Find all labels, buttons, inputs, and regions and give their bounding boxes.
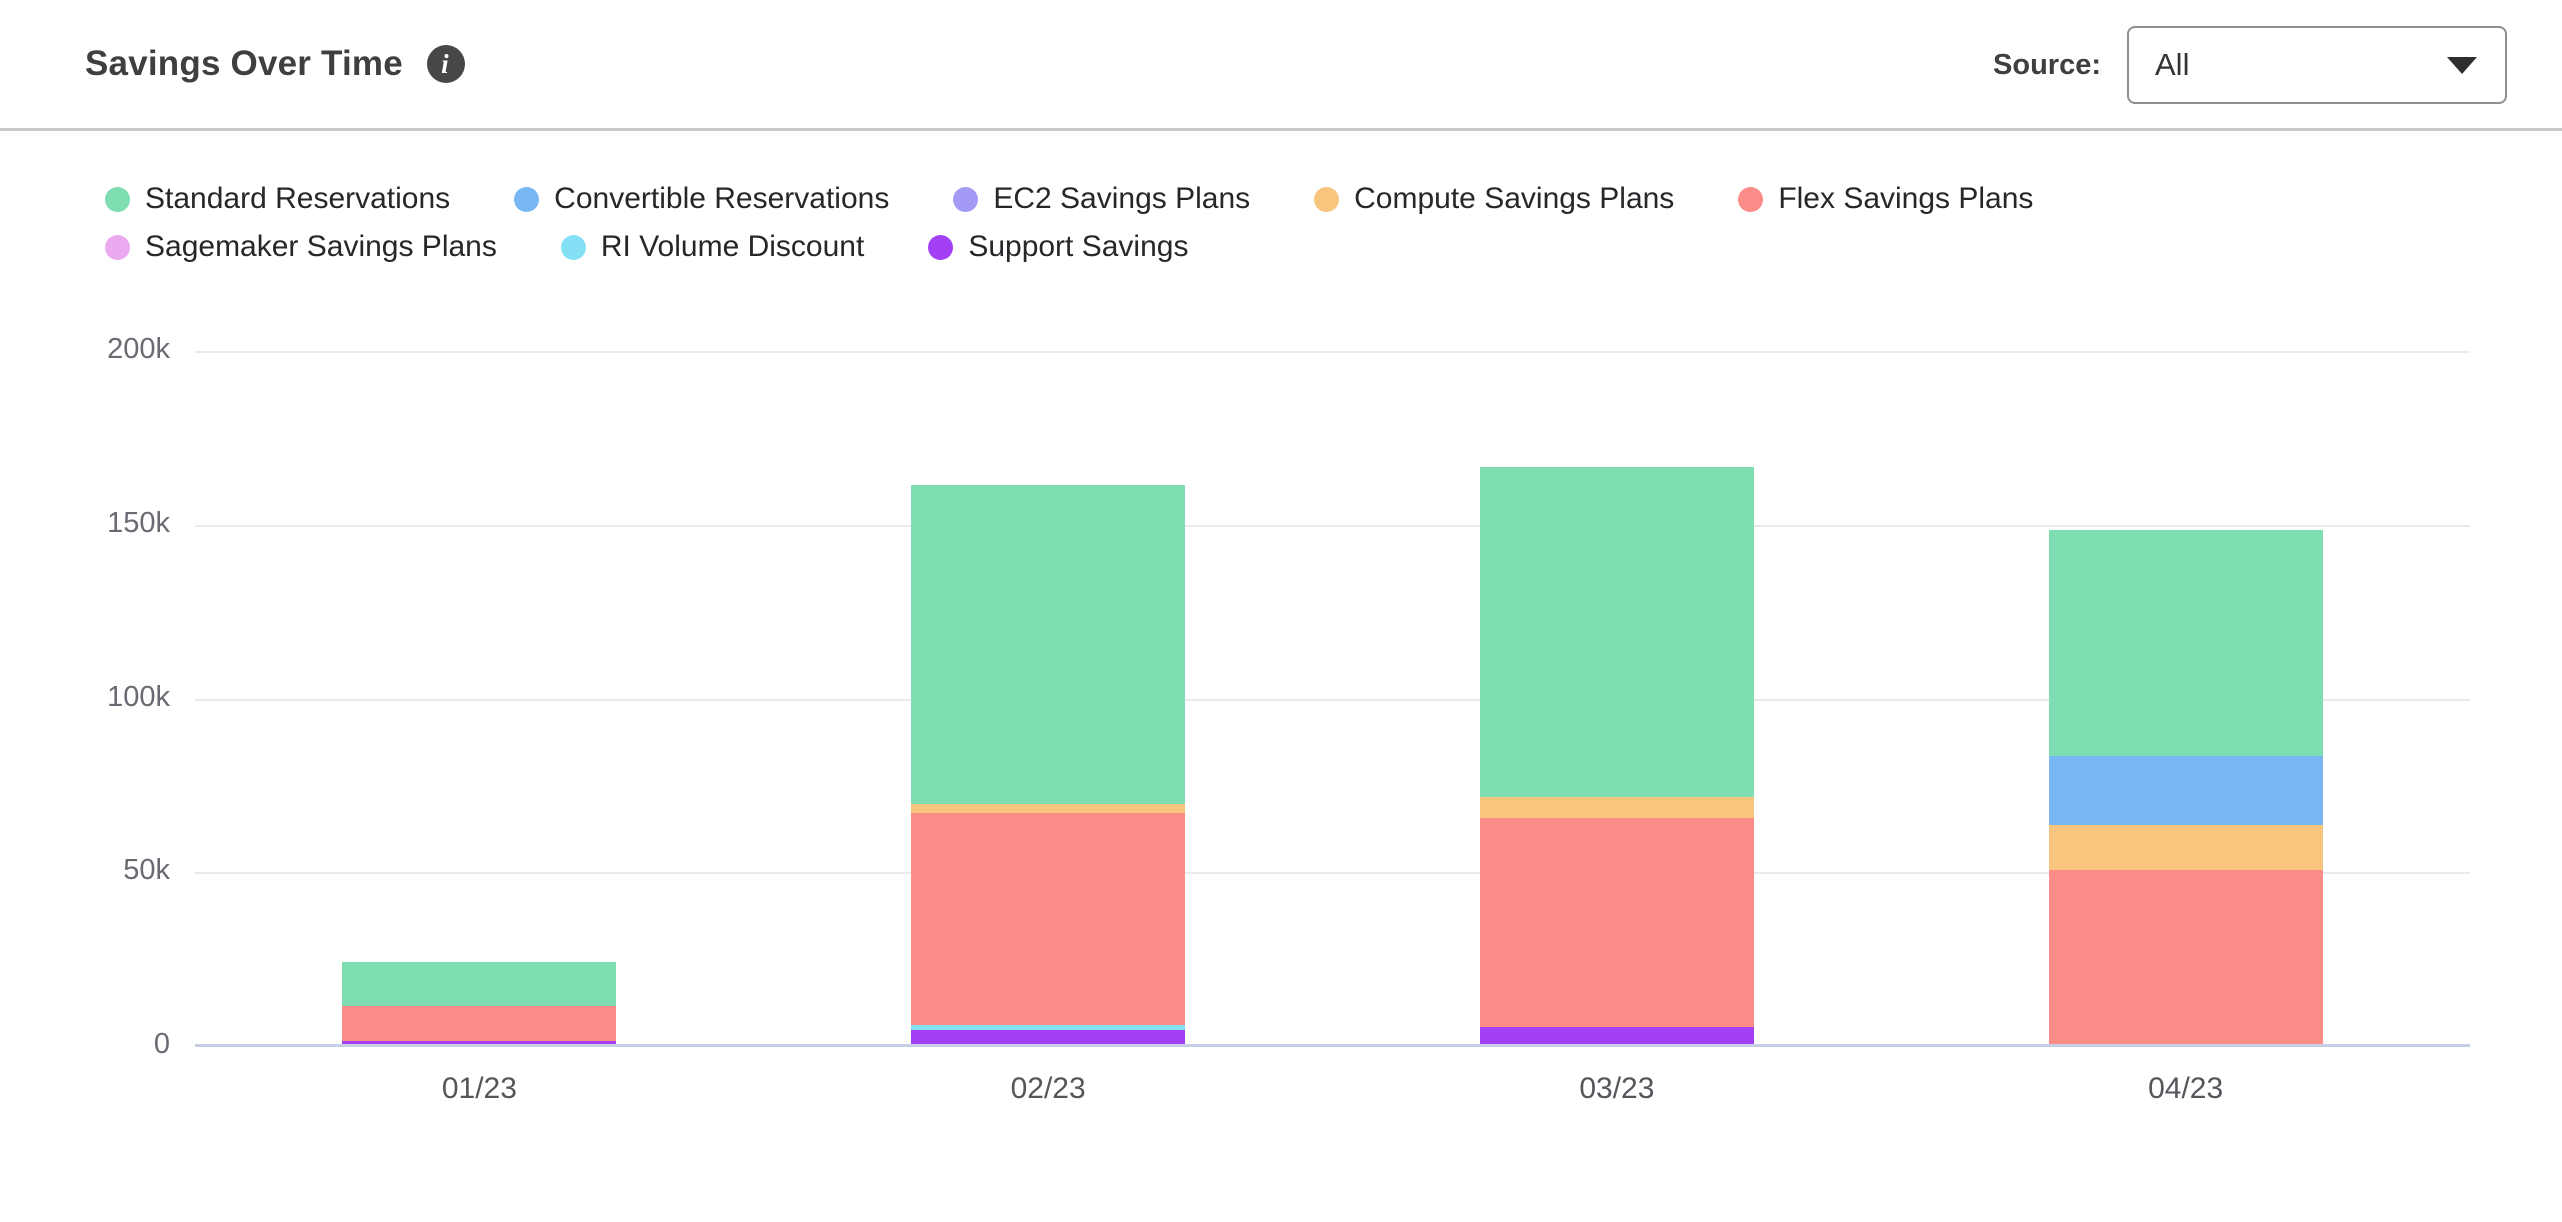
y-axis-tick-label: 200k (107, 333, 170, 365)
bar-04/23[interactable] (2048, 529, 2323, 1044)
bar-segment[interactable] (1479, 467, 1754, 798)
chevron-down-icon (2447, 56, 2477, 74)
bar-segment[interactable] (911, 812, 1186, 1025)
gridline (195, 698, 2470, 701)
bar-01/23[interactable] (342, 962, 617, 1044)
source-selected-value: All (2155, 47, 2190, 82)
chart-legend: Standard Reservations Convertible Reserva… (105, 182, 2515, 264)
bar-segment[interactable] (342, 1005, 617, 1041)
legend-item[interactable]: Sagemaker Savings Plans (105, 230, 497, 264)
legend-label: RI Volume Discount (600, 230, 865, 263)
legend-label: Flex Savings Plans (1778, 182, 2034, 215)
bar-segment[interactable] (2048, 755, 2323, 826)
bar-segment[interactable] (1479, 1026, 1754, 1044)
legend-dot-icon (105, 186, 130, 212)
legend-label: Compute Savings Plans (1354, 182, 1675, 215)
legend-dot-icon (560, 234, 586, 260)
header-divider (0, 128, 2562, 131)
page-title: Savings Over Time (85, 44, 403, 83)
x-axis-tick-label: 03/23 (1579, 1072, 1655, 1105)
legend-label: Standard Reservations (145, 182, 451, 215)
legend-item[interactable]: RI Volume Discount (560, 230, 865, 264)
y-axis-tick-label: 50k (123, 854, 170, 887)
info-icon[interactable]: i (426, 45, 465, 83)
source-select[interactable]: All (2127, 26, 2507, 104)
bar-segment[interactable] (1479, 818, 1754, 1027)
bar-segment[interactable] (2048, 870, 2323, 1044)
source-label: Source: (1993, 48, 2101, 81)
legend-item[interactable]: Convertible Reservations (514, 182, 889, 216)
legend-item[interactable]: EC2 Savings Plans (953, 182, 1250, 216)
bar-segment[interactable] (911, 804, 1186, 813)
x-axis-line (195, 1044, 2470, 1047)
legend-label: Support Savings (968, 230, 1189, 263)
legend-dot-icon (928, 234, 954, 260)
legend-dot-icon (514, 186, 540, 212)
legend-item[interactable]: Compute Savings Plans (1314, 182, 1674, 216)
bar-segment[interactable] (911, 1024, 1186, 1031)
x-axis-tick-label: 04/23 (2148, 1072, 2224, 1105)
gridline (195, 872, 2470, 875)
legend-dot-icon (953, 186, 979, 212)
legend-label: EC2 Savings Plans (993, 182, 1251, 215)
bar-segment[interactable] (1479, 797, 1754, 819)
x-axis-tick-label: 01/23 (441, 1072, 517, 1105)
bar-segment[interactable] (911, 1030, 1186, 1044)
gridline (195, 524, 2470, 527)
bar-segment[interactable] (342, 1040, 617, 1044)
gridline (195, 351, 2470, 353)
bar-segment[interactable] (2048, 825, 2323, 871)
bar-segment[interactable] (2048, 529, 2323, 756)
y-axis-tick-label: 100k (107, 680, 170, 713)
bar-segment[interactable] (911, 484, 1186, 805)
legend-item[interactable]: Support Savings (928, 230, 1188, 264)
bar-segment[interactable] (342, 962, 617, 1006)
bar-02/23[interactable] (911, 484, 1186, 1044)
bar-03/23[interactable] (1479, 467, 1754, 1044)
legend-dot-icon (1738, 186, 1764, 212)
legend-label: Sagemaker Savings Plans (145, 230, 497, 263)
x-axis-tick-label: 02/23 (1010, 1072, 1086, 1105)
y-axis-tick-label: 150k (107, 506, 170, 539)
legend-dot-icon (1314, 186, 1340, 212)
plot-area (195, 351, 2470, 1047)
legend-label: Convertible Reservations (554, 182, 890, 215)
legend-item[interactable]: Flex Savings Plans (1738, 182, 2033, 216)
legend-item[interactable]: Standard Reservations (105, 182, 450, 216)
y-axis-tick-label: 0 (153, 1028, 170, 1060)
chart-header: Savings Over Time i Source: All (0, 0, 2562, 128)
legend-dot-icon (105, 234, 130, 260)
